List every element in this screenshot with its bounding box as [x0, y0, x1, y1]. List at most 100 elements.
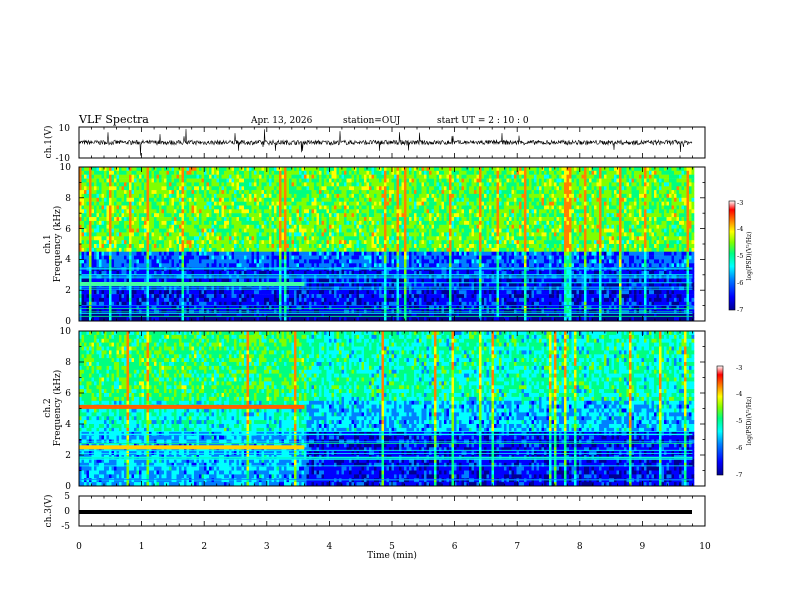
- spectrogram-cell: [254, 220, 257, 226]
- spectrogram-cell: [209, 224, 212, 229]
- spectrogram-cell: [246, 263, 250, 268]
- spectrogram-cell: [81, 167, 85, 172]
- spectrogram-cell: [121, 294, 125, 299]
- spectrogram-cell: [354, 290, 357, 295]
- spectrogram-cell: [264, 178, 267, 183]
- spectrogram-cell: [139, 251, 142, 256]
- spectrogram-cell: [279, 259, 282, 264]
- spectrogram-cell: [386, 228, 390, 233]
- spectrogram-cell: [216, 317, 220, 322]
- spectrogram-cell: [269, 244, 272, 249]
- spectrogram-cell: [366, 209, 370, 214]
- spectrogram-cell: [346, 213, 350, 218]
- spectrogram-cell: [364, 193, 367, 199]
- spectrogram-cell: [334, 220, 337, 226]
- spectrogram-cell: [296, 167, 300, 172]
- spectrogram-cell: [144, 259, 147, 264]
- spectrogram-cell: [131, 182, 135, 187]
- spectrogram-cell: [254, 232, 257, 237]
- spectrogram-cell: [261, 232, 265, 237]
- spectrogram-cell: [181, 247, 185, 253]
- spectrogram-cell: [361, 217, 365, 222]
- spectrogram-cell: [269, 278, 272, 283]
- spectrogram-cell: [121, 174, 125, 179]
- spectrogram-cell: [206, 182, 210, 187]
- spectrogram-cell: [309, 297, 312, 303]
- spectrogram-cell: [369, 209, 372, 214]
- spectrogram-cell: [336, 220, 340, 226]
- spectrogram-cell: [186, 270, 190, 276]
- spectrogram-cell: [349, 205, 352, 210]
- spectrogram-cell: [206, 297, 210, 303]
- spectrogram-cell: [151, 259, 155, 264]
- spectrogram-cell: [274, 240, 277, 245]
- spectrogram-cell: [184, 294, 187, 299]
- spectrogram-cell: [164, 224, 167, 229]
- spectrogram-cell: [326, 313, 330, 318]
- spectrogram-cell: [136, 244, 140, 249]
- spectrogram-cell: [94, 236, 97, 241]
- spectrogram-cell: [151, 305, 155, 310]
- spectrogram-cell: [264, 313, 267, 318]
- spectrogram-cell: [281, 297, 285, 303]
- spectrogram-cell: [141, 213, 145, 218]
- spectrogram-cell: [294, 174, 297, 179]
- spectrogram-cell: [99, 255, 102, 260]
- spectrogram-cell: [246, 294, 250, 299]
- spectrogram-cell: [99, 301, 102, 306]
- spectrogram-cell: [161, 167, 165, 172]
- spectrogram-cell: [234, 305, 237, 310]
- spectrogram-cell: [121, 290, 125, 295]
- spectrogram-cell: [139, 236, 142, 241]
- spectrogram-cell: [106, 313, 110, 318]
- spectrogram-cell: [201, 251, 205, 256]
- spectrogram-cell: [379, 278, 382, 283]
- spectrogram-cell: [361, 201, 365, 206]
- spectrogram-cell: [261, 244, 265, 249]
- spectrogram-cell: [261, 178, 265, 183]
- spectrogram-cell: [166, 232, 170, 237]
- spectrogram-cell: [379, 294, 382, 299]
- spectrogram-cell: [356, 290, 360, 295]
- spectrogram-cell: [381, 294, 385, 299]
- spectrogram-cell: [121, 167, 125, 172]
- spectrogram-cell: [99, 244, 102, 249]
- spectrogram-cell: [314, 232, 317, 237]
- spectrogram-cell: [324, 174, 327, 179]
- spectrogram-cell: [79, 205, 82, 210]
- spectrogram-cell: [286, 201, 290, 206]
- spectrogram-cell: [211, 201, 215, 206]
- spectrogram-cell: [386, 190, 390, 195]
- spectrogram-cell: [206, 220, 210, 226]
- spectrogram-cell: [119, 278, 122, 283]
- spectrogram-cell: [189, 247, 192, 253]
- spectrogram-cell: [209, 263, 212, 268]
- spectrogram-cell: [289, 228, 292, 233]
- spectrogram-cell: [131, 313, 135, 318]
- spectrogram-cell: [221, 213, 225, 218]
- spectrogram-cell: [374, 290, 377, 295]
- spectrogram-cell: [219, 170, 222, 175]
- spectrogram-cell: [304, 236, 307, 241]
- spectrogram-cell: [156, 190, 160, 195]
- spectrogram-cell: [356, 209, 360, 214]
- spectrogram-cell: [149, 251, 152, 256]
- spectrogram-cell: [104, 201, 107, 206]
- spectrogram-cell: [184, 174, 187, 179]
- spectrogram-cell: [129, 240, 132, 245]
- spectrogram-cell: [284, 186, 287, 191]
- spectrogram-cell: [99, 178, 102, 183]
- spectrogram-cell: [194, 213, 197, 218]
- spectrogram-cell: [371, 174, 375, 179]
- spectrogram-cell: [361, 240, 365, 245]
- spectrogram-cell: [234, 205, 237, 210]
- spectrogram-cell: [349, 270, 352, 276]
- spectrogram-cell: [331, 286, 335, 291]
- spectrogram-cell: [134, 255, 137, 260]
- spectrogram-cell: [249, 313, 252, 318]
- spectrogram-cell: [334, 170, 337, 175]
- spectrogram-cell: [274, 301, 277, 306]
- spectrogram-cell: [259, 274, 262, 279]
- spectrogram-cell: [311, 305, 315, 310]
- spectrogram-cell: [236, 247, 240, 253]
